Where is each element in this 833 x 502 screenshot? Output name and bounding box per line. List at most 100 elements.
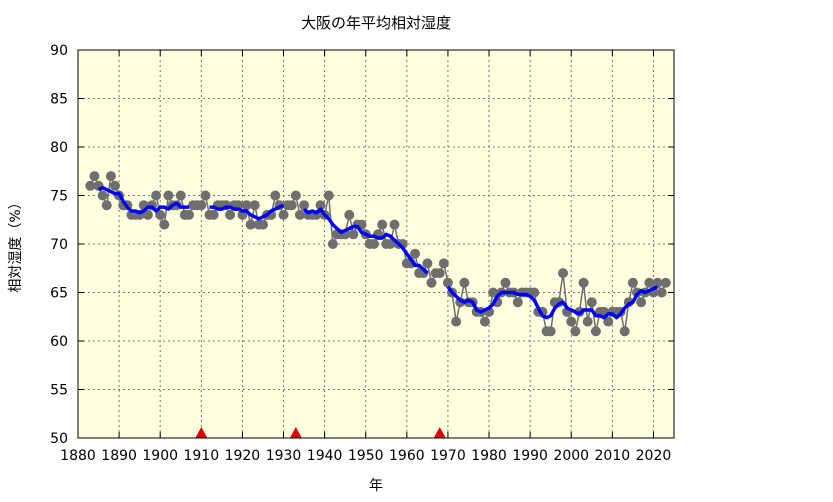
y-tick-label: 85 xyxy=(50,92,68,108)
y-tick-label: 60 xyxy=(50,334,68,350)
data-point xyxy=(286,200,297,211)
data-point xyxy=(85,180,96,191)
y-tick-label: 70 xyxy=(50,237,68,253)
y-axis-label: 相対湿度（%） xyxy=(8,195,24,292)
data-point xyxy=(97,190,108,201)
data-point xyxy=(109,180,120,191)
data-point xyxy=(434,268,445,279)
x-tick-label: 1980 xyxy=(471,448,507,464)
data-point xyxy=(422,258,433,269)
data-point xyxy=(155,209,166,220)
data-point xyxy=(142,209,153,220)
data-point xyxy=(438,258,449,269)
relocation-marker xyxy=(289,427,302,438)
data-point xyxy=(323,190,334,201)
data-point xyxy=(578,277,589,288)
data-point xyxy=(348,229,359,240)
data-point xyxy=(315,200,326,211)
data-point xyxy=(344,209,355,220)
data-point xyxy=(545,326,556,337)
x-tick-label: 1970 xyxy=(430,448,466,464)
chart-title: 大阪の年平均相対湿度 xyxy=(301,14,451,32)
data-point xyxy=(512,297,523,308)
data-point xyxy=(241,200,252,211)
data-point xyxy=(442,277,453,288)
moving-average-line xyxy=(97,185,189,215)
x-tick-label: 1910 xyxy=(183,448,219,464)
data-point xyxy=(327,239,338,249)
data-point xyxy=(245,219,256,230)
data-point xyxy=(566,316,577,327)
y-tick-label: 80 xyxy=(50,140,68,156)
moving-average-line xyxy=(302,207,429,275)
data-point xyxy=(101,200,112,211)
data-point xyxy=(459,277,470,288)
data-point xyxy=(163,190,174,201)
data-point xyxy=(89,171,100,182)
axis-ticks: 1880 1890 1900 1910 1920 1930 1940 1950 1960 1970… xyxy=(50,43,674,464)
data-point xyxy=(175,190,186,201)
x-axis-label: 年 xyxy=(369,478,383,494)
data-point xyxy=(558,268,569,279)
y-tick-label: 75 xyxy=(50,189,68,205)
data-point xyxy=(603,316,614,327)
moving-average-line xyxy=(446,285,659,320)
data-point xyxy=(389,219,400,230)
data-point xyxy=(652,277,663,288)
data-point xyxy=(105,171,116,182)
data-point xyxy=(590,326,601,337)
moving-average-series xyxy=(97,185,659,320)
data-point xyxy=(294,209,305,220)
relocation-marker xyxy=(195,427,208,438)
data-point xyxy=(385,239,396,249)
relocation-markers xyxy=(195,427,446,438)
data-point xyxy=(451,316,462,327)
data-point xyxy=(500,277,511,288)
data-point xyxy=(582,316,593,327)
data-point xyxy=(225,209,236,220)
data-point xyxy=(368,239,379,249)
x-tick-label: 1880 xyxy=(60,448,96,464)
data-point xyxy=(488,287,499,298)
data-point xyxy=(656,287,667,298)
grid xyxy=(78,50,674,438)
data-point xyxy=(257,219,268,230)
data-point xyxy=(249,200,260,211)
x-tick-label: 1930 xyxy=(266,448,302,464)
data-point xyxy=(644,277,655,288)
x-tick-label: 1960 xyxy=(389,448,425,464)
data-point xyxy=(151,190,162,201)
data-point xyxy=(278,209,289,220)
x-tick-label: 1990 xyxy=(512,448,548,464)
data-point xyxy=(636,297,647,308)
x-tick-label: 1890 xyxy=(101,448,137,464)
data-point xyxy=(159,219,170,230)
data-point xyxy=(426,277,437,288)
x-tick-label: 1950 xyxy=(348,448,384,464)
relocation-marker xyxy=(433,427,446,438)
data-point xyxy=(660,277,671,288)
data-point xyxy=(529,287,540,298)
x-tick-label: 1900 xyxy=(142,448,178,464)
y-tick-label: 90 xyxy=(50,43,68,59)
data-point xyxy=(586,297,597,308)
data-point xyxy=(270,190,281,201)
x-tick-label: 2000 xyxy=(553,448,589,464)
data-point xyxy=(570,326,581,337)
y-tick-label: 65 xyxy=(50,286,68,302)
data-point xyxy=(299,200,310,211)
data-point xyxy=(627,277,638,288)
data-point xyxy=(208,209,219,220)
x-tick-label: 1940 xyxy=(307,448,343,464)
x-tick-label: 2010 xyxy=(595,448,631,464)
data-point xyxy=(183,209,194,220)
data-point xyxy=(410,248,421,259)
y-tick-label: 55 xyxy=(50,383,68,399)
y-tick-label: 50 xyxy=(50,431,68,447)
x-tick-label: 2020 xyxy=(636,448,672,464)
plot-frame xyxy=(77,49,675,439)
data-point xyxy=(200,190,211,201)
data-point xyxy=(377,219,388,230)
data-point xyxy=(479,316,490,327)
